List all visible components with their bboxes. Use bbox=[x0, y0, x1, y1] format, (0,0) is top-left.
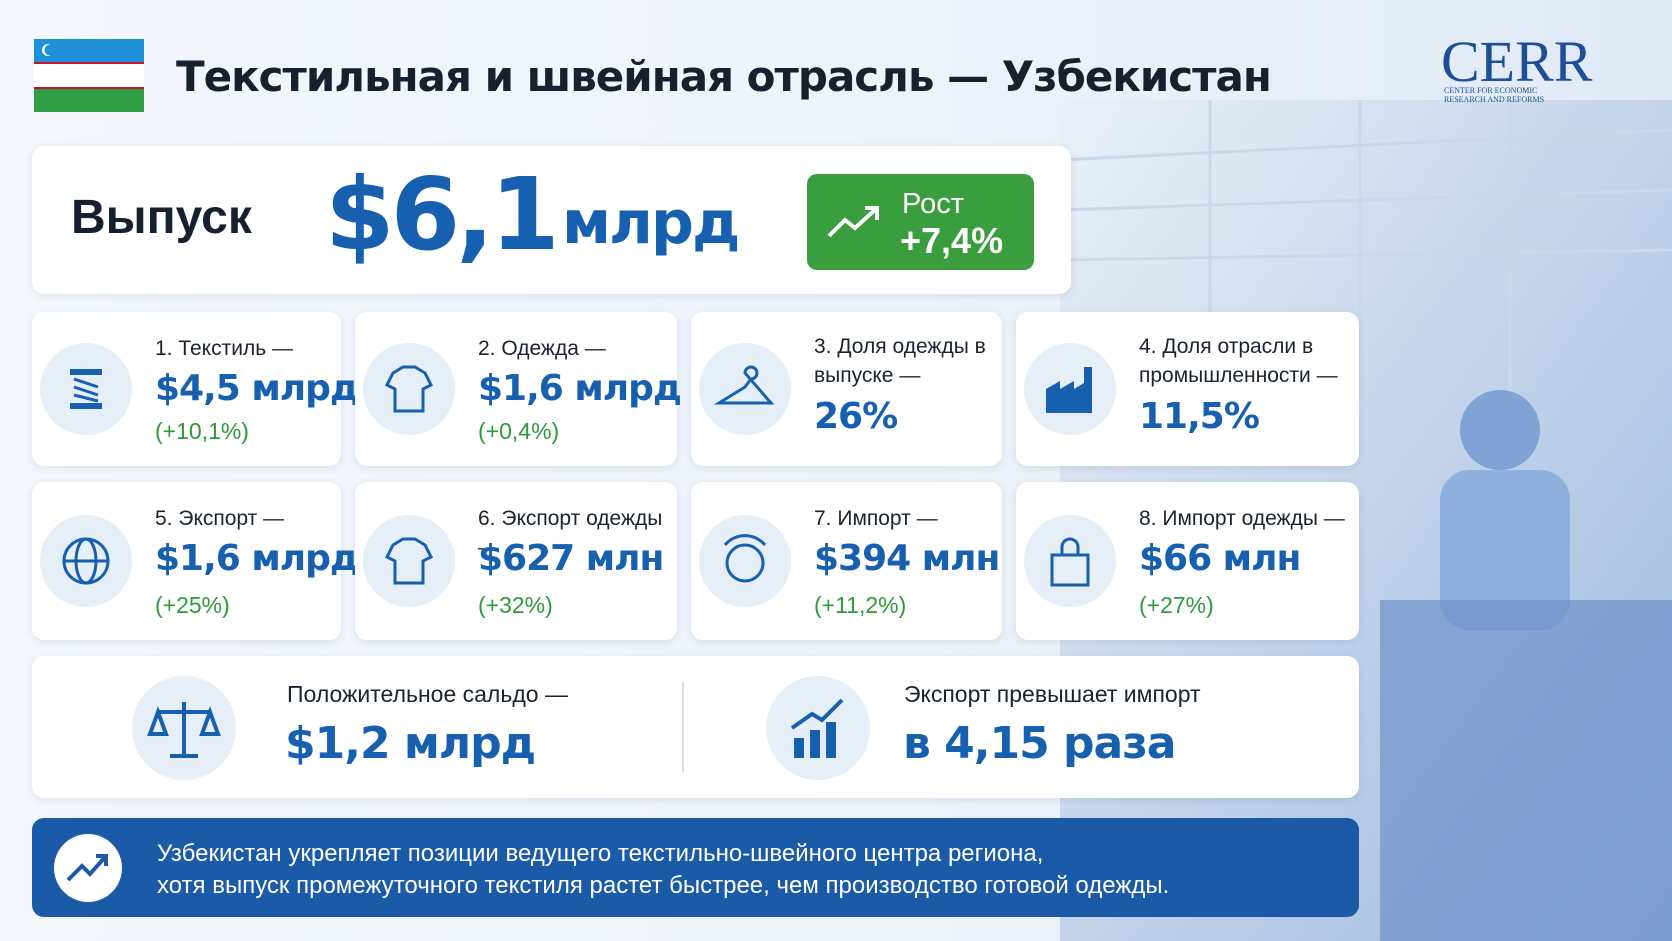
stat-label: 4. Доля отрасли в промышленности — bbox=[1139, 335, 1338, 387]
stat-glyph bbox=[384, 365, 434, 413]
stat-value: $627 млн bbox=[478, 538, 664, 579]
footer-icon bbox=[54, 834, 122, 902]
stat-icon bbox=[699, 343, 791, 435]
stat-value: 26% bbox=[814, 396, 898, 437]
stat-card: 3. Доля одежды в выпуске — 26% bbox=[691, 312, 1002, 466]
growth-icon bbox=[827, 206, 879, 238]
stat-value: $1,6 млрд bbox=[478, 368, 682, 409]
stat-label: 6. Экспорт одежды — bbox=[478, 507, 663, 559]
balance-card: Положительное сальдо — $1,2 млрд Экспорт… bbox=[32, 656, 1359, 798]
bars-glyph bbox=[790, 698, 844, 758]
stat-glyph bbox=[723, 534, 767, 583]
stat-change: (+25%) bbox=[155, 592, 230, 618]
balance-value: $1,2 млрд bbox=[285, 718, 536, 769]
stat-change: (+27%) bbox=[1139, 592, 1214, 618]
ratio-label: Экспорт превышает импорт bbox=[904, 681, 1201, 707]
divider bbox=[682, 682, 684, 772]
title: Текстильная и швейная отрасль — Узбекист… bbox=[176, 52, 1272, 101]
factory-photo bbox=[1060, 100, 1672, 941]
hero-card: Выпуск $6,1 млрд Рост +7,4% bbox=[32, 146, 1071, 294]
stat-icon bbox=[363, 515, 455, 607]
stat-card: 1. Текстиль — $4,5 млрд (+10,1%) bbox=[32, 312, 359, 466]
stat-change: (+0,4%) bbox=[478, 418, 560, 444]
stat-card: 6. Экспорт одежды — $627 млн (+32%) bbox=[355, 482, 677, 640]
stat-card: 2. Одежда — $1,6 млрд (+0,4%) bbox=[355, 312, 682, 466]
stat-value: $394 млн bbox=[814, 538, 1000, 579]
stat-glyph bbox=[1050, 537, 1090, 587]
growth-badge: Рост +7,4% bbox=[807, 174, 1034, 270]
ratio-icon bbox=[766, 676, 870, 780]
footer-line: хотя выпуск промежуточного текстиля раст… bbox=[157, 872, 1170, 899]
stat-glyph bbox=[62, 537, 110, 585]
stat-glyph bbox=[384, 537, 434, 585]
footer-banner: Узбекистан укрепляет позиции ведущего те… bbox=[32, 818, 1359, 917]
stat-icon bbox=[1024, 343, 1116, 435]
stat-change: (+11,2%) bbox=[814, 592, 907, 618]
growth-label: Рост bbox=[902, 188, 964, 220]
balance-icon bbox=[132, 676, 236, 780]
stat-value: $4,5 млрд bbox=[155, 368, 359, 409]
logo-caption: CENTER FOR ECONOMIC RESEARCH AND REFORMS bbox=[1444, 86, 1544, 104]
stat-label: 5. Экспорт — bbox=[155, 507, 285, 530]
stat-icon bbox=[363, 343, 455, 435]
stat-change: (+10,1%) bbox=[155, 418, 249, 444]
stat-label: 1. Текстиль — bbox=[155, 337, 293, 360]
balance-label: Положительное сальдо — bbox=[287, 681, 568, 707]
stat-change: (+32%) bbox=[478, 592, 553, 618]
stat-icon bbox=[699, 515, 791, 607]
hero-value: $6,1 bbox=[325, 156, 560, 273]
footer-text: Узбекистан укрепляет позиции ведущего те… bbox=[157, 838, 1169, 902]
stat-glyph bbox=[1046, 367, 1092, 413]
stat-label: 2. Одежда — bbox=[478, 337, 606, 360]
stat-icon bbox=[1024, 515, 1116, 607]
hero-unit: млрд bbox=[562, 188, 740, 258]
logo-caption-line: CENTER FOR ECONOMIC bbox=[1444, 86, 1538, 95]
stat-value: $66 млн bbox=[1139, 538, 1301, 579]
logo: CERR bbox=[1441, 29, 1593, 94]
flag-uzbekistan bbox=[34, 39, 144, 112]
ratio-value: в 4,15 раза bbox=[903, 718, 1176, 769]
stat-card: 8. Импорт одежды — $66 млн (+27%) bbox=[1016, 482, 1359, 640]
stat-label: 7. Импорт — bbox=[814, 507, 938, 530]
stat-card: 7. Импорт — $394 млн (+11,2%) bbox=[691, 482, 1002, 640]
stat-card: 5. Экспорт — $1,6 млрд (+25%) bbox=[32, 482, 359, 640]
footer-line: Узбекистан укрепляет позиции ведущего те… bbox=[157, 840, 1044, 867]
stat-label: 3. Доля одежды в выпуске — bbox=[814, 335, 986, 387]
logo-caption-line: RESEARCH AND REFORMS bbox=[1444, 95, 1545, 104]
stat-glyph bbox=[713, 365, 775, 405]
stat-card: 4. Доля отрасли в промышленности — 11,5% bbox=[1016, 312, 1359, 466]
hero-label: Выпуск bbox=[71, 191, 252, 244]
stat-glyph bbox=[70, 369, 102, 409]
scales-glyph bbox=[147, 702, 221, 758]
stat-value: $1,6 млрд bbox=[155, 538, 359, 579]
stat-icon bbox=[40, 515, 132, 607]
stat-icon bbox=[40, 343, 132, 435]
stat-value: 11,5% bbox=[1139, 396, 1260, 437]
stat-label: 8. Импорт одежды — bbox=[1139, 507, 1345, 530]
growth-value: +7,4% bbox=[900, 220, 1004, 261]
